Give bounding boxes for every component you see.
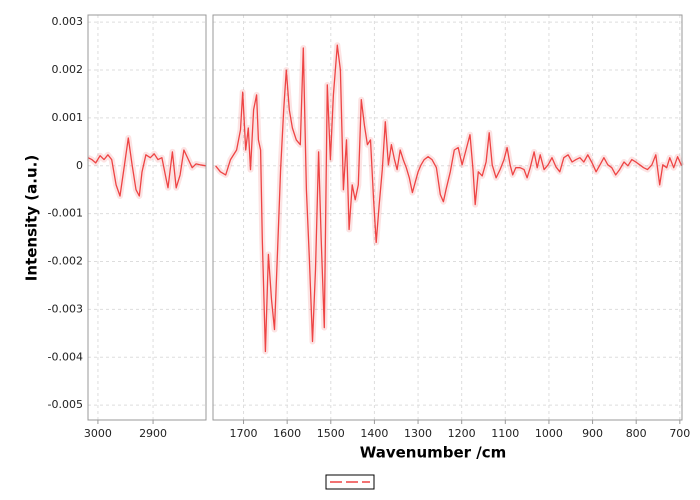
- y-tick-label: -0.005: [48, 398, 83, 411]
- x-tick-label: 1600: [273, 427, 301, 440]
- x-tick-label: 1200: [448, 427, 476, 440]
- x-tick-label: 1000: [535, 427, 563, 440]
- x-tick-label: 1700: [230, 427, 258, 440]
- line: [87, 137, 207, 197]
- x-tick-label: 2900: [139, 427, 167, 440]
- line: [215, 44, 683, 353]
- y-tick-label: -0.002: [48, 255, 83, 268]
- y-tick-label: -0.003: [48, 302, 83, 315]
- y-tick-label: -0.004: [48, 350, 83, 363]
- y-tick-label: 0: [76, 159, 83, 172]
- x-axis-title: Wavenumber /cm: [360, 444, 507, 462]
- x-tick-label: 900: [582, 427, 603, 440]
- y-tick-label: 0.001: [52, 111, 84, 124]
- x-tick-label: 1500: [317, 427, 345, 440]
- plot-frame: [87, 14, 207, 421]
- x-tick-label: 800: [626, 427, 647, 440]
- x-tick-label: 1400: [360, 427, 388, 440]
- x-tick-label: 1100: [491, 427, 519, 440]
- x-tick-label: 3000: [84, 427, 112, 440]
- y-axis-title: Intensity (a.u.): [23, 155, 41, 281]
- y-tick-label: -0.001: [48, 207, 83, 220]
- x-tick-label: 1300: [404, 427, 432, 440]
- x-tick-label: 700: [669, 427, 690, 440]
- y-tick-label: 0.003: [52, 15, 84, 28]
- y-tick-label: 0.002: [52, 63, 84, 76]
- plot-frame: [212, 14, 683, 421]
